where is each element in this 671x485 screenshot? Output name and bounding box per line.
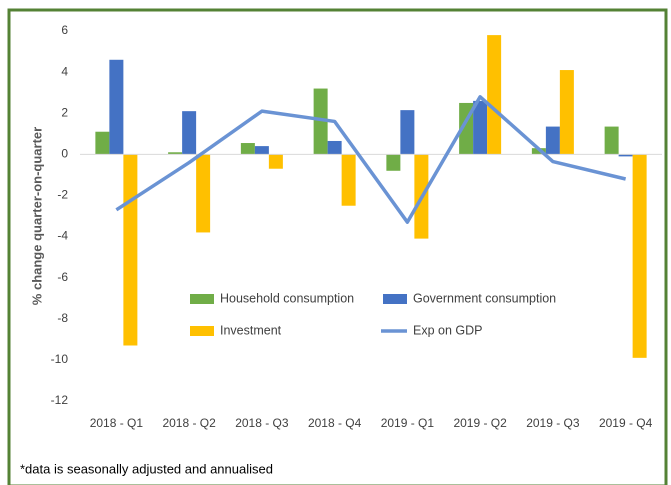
x-tick-label: 2018 - Q2: [162, 416, 216, 430]
y-tick-label: 4: [61, 64, 68, 78]
x-tick-label: 2019 - Q1: [381, 416, 435, 430]
bar: [168, 152, 183, 155]
y-tick-label: 2: [61, 105, 68, 119]
bar: [240, 143, 255, 155]
y-tick-label: 6: [61, 23, 68, 37]
bar: [632, 154, 647, 358]
footnote: *data is seasonally adjusted and annuali…: [20, 461, 273, 476]
bar: [559, 70, 574, 155]
bar: [327, 140, 342, 155]
bar: [196, 154, 211, 233]
x-tick-label: 2018 - Q4: [308, 416, 362, 430]
x-tick-label: 2018 - Q3: [235, 416, 289, 430]
bar: [618, 154, 633, 157]
legend-swatch: [190, 294, 214, 304]
bar: [254, 146, 269, 155]
y-tick-label: -2: [57, 188, 68, 202]
y-axis-label: % change quarter-on-quarter: [29, 127, 44, 305]
line: [115, 95, 627, 224]
legend-swatch: [190, 326, 214, 336]
y-tick-label: -8: [57, 311, 68, 325]
x-tick-label: 2018 - Q1: [90, 416, 144, 430]
x-tick-label: 2019 - Q2: [453, 416, 507, 430]
legend-label: Household consumption: [220, 291, 354, 305]
legend-swatch: [383, 294, 407, 304]
frame: [7, 8, 668, 485]
y-tick-label: -10: [51, 352, 69, 366]
bar: [473, 100, 488, 155]
x-tick-label: 2019 - Q3: [526, 416, 580, 430]
bar: [123, 154, 138, 346]
legend-label: Government consumption: [413, 291, 556, 305]
bar: [400, 110, 415, 155]
bar: [341, 154, 356, 206]
legend-label: Exp on GDP: [413, 323, 482, 337]
bar: [386, 154, 401, 171]
y-tick-label: -12: [51, 393, 69, 407]
bar: [487, 35, 502, 155]
x-tick-label: 2019 - Q4: [599, 416, 653, 430]
bar: [268, 154, 283, 169]
bar: [109, 59, 124, 155]
bar: [95, 131, 110, 155]
bar: [313, 88, 328, 155]
bar: [604, 126, 619, 155]
bar: [545, 126, 560, 155]
y-tick-label: -4: [57, 229, 68, 243]
bar: [182, 111, 197, 155]
legend-label: Investment: [220, 323, 282, 337]
y-tick-label: -6: [57, 270, 68, 284]
y-tick-label: 0: [61, 147, 68, 161]
